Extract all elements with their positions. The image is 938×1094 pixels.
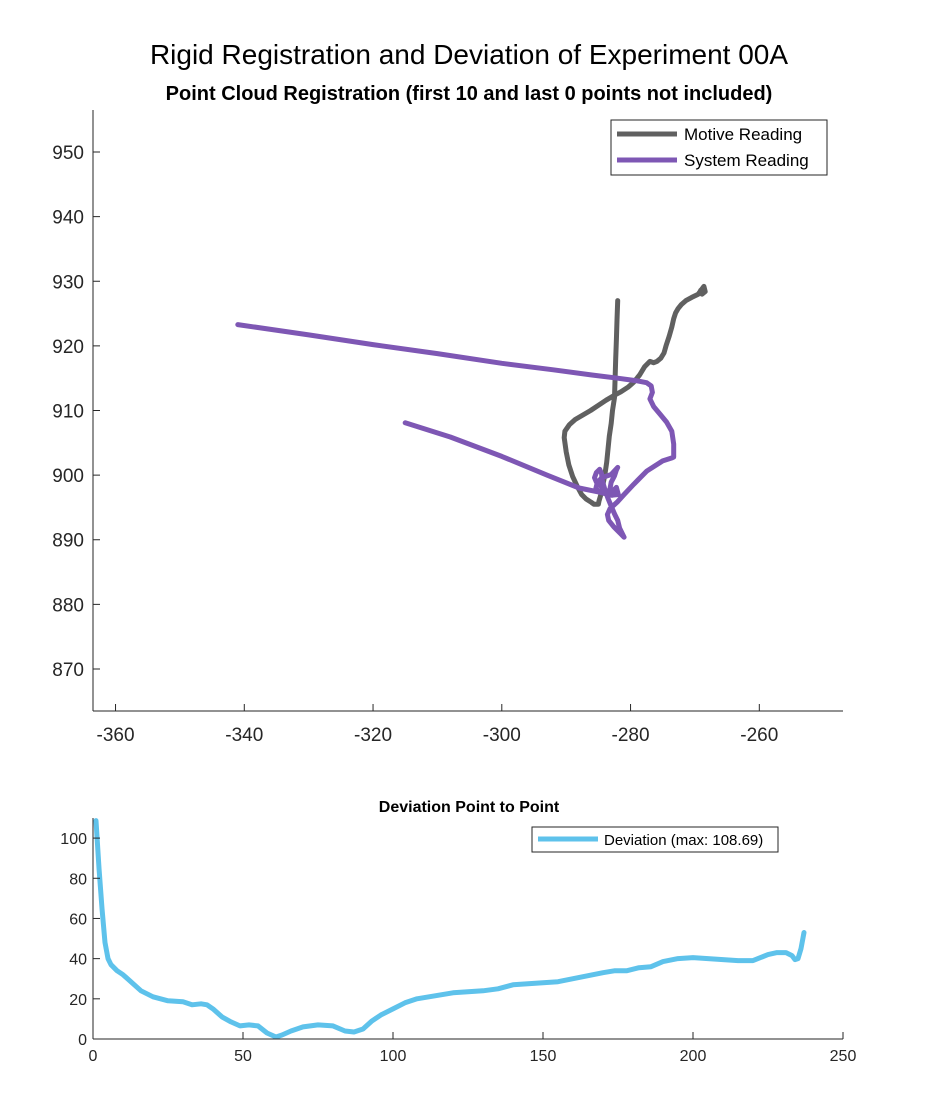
deviation-axes: 0 50 100 150 200 250 0 20 40 60 80 100 (60, 818, 856, 1065)
deviation-plot-area (93, 818, 807, 1039)
deviation-x-tick-label: 50 (234, 1048, 252, 1065)
legend-label-deviation: Deviation (max: 108.69) (604, 832, 763, 849)
deviation-y-tick-label: 60 (69, 911, 87, 928)
registration-y-tick-label: 910 (52, 402, 84, 423)
deviation-y-tick-label: 80 (69, 871, 87, 888)
deviation-y-tick-label: 20 (69, 992, 87, 1009)
deviation-legend: Deviation (max: 108.69) (531, 826, 779, 853)
deviation-x-tick-label: 100 (380, 1048, 407, 1065)
deviation-y-tick-label: 0 (78, 1032, 87, 1049)
deviation-chart: Deviation Point to Point 0 50 100 150 200 250… (60, 799, 856, 1065)
registration-y-tick-label: 940 (52, 208, 84, 229)
registration-y-tick-label: 900 (52, 466, 84, 487)
deviation-chart-title: Deviation Point to Point (379, 799, 560, 816)
registration-axes: -360 -340 -320 -300 -280 -260 870 880 890 900 910 9… (52, 110, 843, 746)
legend-label-motive: Motive Reading (684, 125, 802, 144)
registration-y-tick-label: 880 (52, 595, 84, 616)
registration-x-tick-label: -280 (612, 725, 650, 746)
registration-x-tick-label: -320 (354, 725, 392, 746)
registration-legend-box (610, 119, 828, 176)
deviation-series-line-0 (93, 818, 807, 1039)
registration-series-line-0 (561, 283, 708, 507)
deviation-y-tick-label: 100 (60, 831, 87, 848)
registration-plot-area (235, 283, 708, 540)
registration-chart-title: Point Cloud Registration (first 10 and l… (166, 83, 773, 105)
figure-title: Rigid Registration and Deviation of Expe… (150, 39, 788, 70)
registration-y-tick-label: 870 (52, 660, 84, 681)
registration-y-tick-label: 950 (52, 143, 84, 164)
registration-y-tick-label: 920 (52, 337, 84, 358)
registration-legend: Motive Reading System Reading (610, 119, 828, 176)
registration-x-tick-label: -260 (740, 725, 778, 746)
deviation-y-tick-label: 40 (69, 952, 87, 969)
deviation-x-tick-label: 0 (89, 1048, 98, 1065)
deviation-x-tick-label: 200 (680, 1048, 707, 1065)
deviation-x-tick-label: 150 (530, 1048, 557, 1065)
registration-y-tick-label: 930 (52, 272, 84, 293)
registration-series-line-1 (235, 322, 677, 540)
deviation-x-tick-label: 250 (830, 1048, 857, 1065)
registration-x-tick-label: -300 (483, 725, 521, 746)
registration-x-tick-label: -360 (97, 725, 135, 746)
registration-chart: Point Cloud Registration (first 10 and l… (52, 83, 843, 746)
registration-x-tick-label: -340 (225, 725, 263, 746)
legend-label-system: System Reading (684, 151, 809, 170)
registration-y-tick-label: 890 (52, 531, 84, 552)
